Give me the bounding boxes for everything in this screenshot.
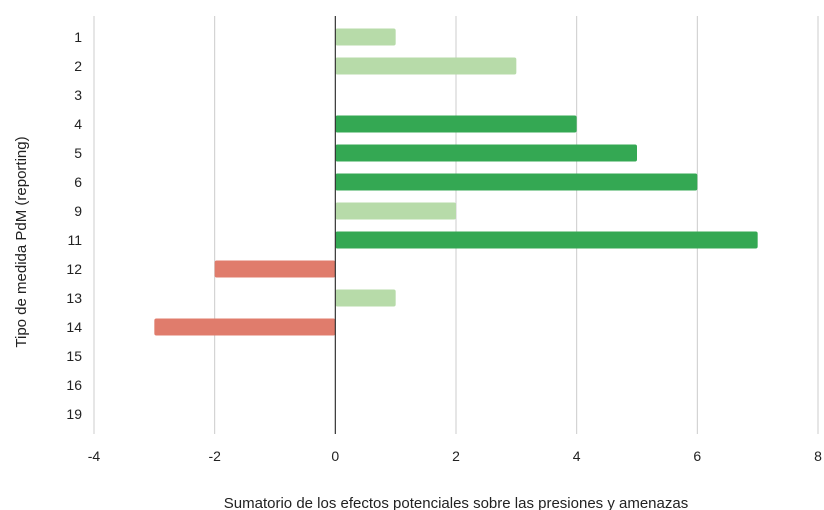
x-tick-labels: -4 -2 0 2 4 6 8 [88, 448, 822, 464]
y-tick-label: 13 [66, 290, 82, 306]
bar [335, 28, 396, 46]
y-tick-label: 11 [67, 232, 82, 248]
bar [335, 202, 456, 220]
bar [335, 57, 517, 75]
x-tick-label: 4 [573, 448, 581, 464]
y-tick-label: 3 [74, 87, 82, 103]
bar [335, 289, 396, 307]
x-tick-label: 2 [452, 448, 460, 464]
x-tick-label: 6 [693, 448, 701, 464]
x-tick-label: -4 [88, 448, 101, 464]
y-tick-label: 6 [74, 174, 82, 190]
y-tick-label: 1 [74, 29, 82, 45]
x-tick-label: -2 [208, 448, 221, 464]
bar [154, 318, 336, 336]
y-tick-label: 12 [66, 261, 82, 277]
y-tick-label: 16 [66, 377, 82, 393]
y-tick-label: 2 [74, 58, 82, 74]
bar [335, 173, 698, 191]
y-tick-label: 14 [66, 319, 82, 335]
x-tick-label: 0 [331, 448, 339, 464]
bar [335, 115, 577, 133]
y-axis-title: Tipo de medida PdM (reporting) [13, 136, 30, 347]
y-tick-label: 5 [74, 145, 82, 161]
y-tick-label: 4 [74, 116, 82, 132]
gridlines [93, 16, 819, 434]
bar [214, 260, 336, 278]
x-tick-label: 8 [814, 448, 822, 464]
x-axis-title: Sumatorio de los efectos potenciales sob… [224, 495, 688, 510]
bar [335, 144, 637, 162]
y-tick-label: 9 [74, 203, 82, 219]
bar [335, 231, 758, 249]
y-tick-label: 19 [66, 406, 82, 422]
y-tick-label: 15 [66, 348, 82, 364]
bars [154, 28, 758, 336]
